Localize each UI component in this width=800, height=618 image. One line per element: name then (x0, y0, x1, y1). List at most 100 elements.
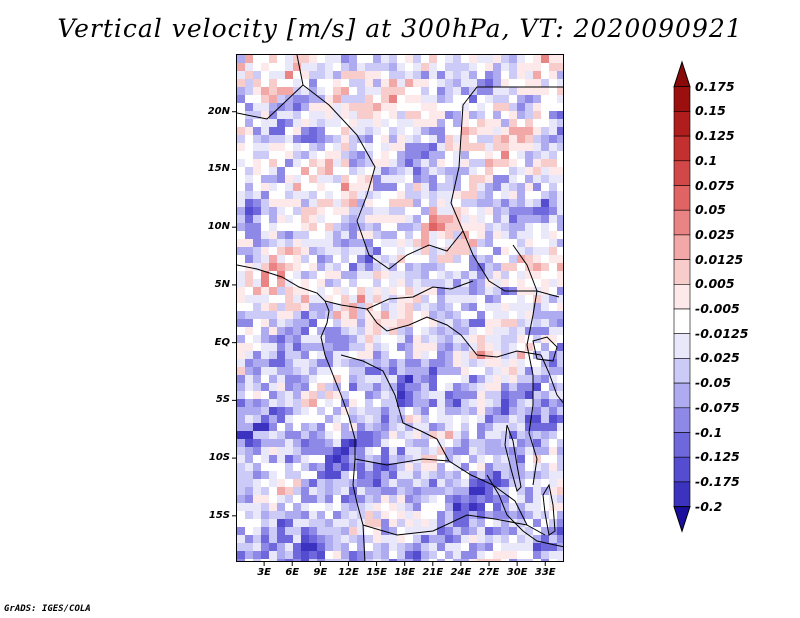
field-cell (357, 431, 366, 440)
field-cell (333, 287, 342, 296)
field-cell (341, 111, 350, 120)
field-cell (461, 463, 470, 472)
field-cell (437, 71, 446, 80)
lat-label: 15N (207, 163, 230, 175)
field-cell (405, 303, 414, 312)
field-cell (557, 167, 563, 176)
field-cell (269, 439, 278, 448)
field-cell (237, 63, 246, 72)
field-cell (325, 87, 334, 96)
field-cell (285, 327, 294, 336)
field-cell (349, 423, 358, 432)
field-cell (253, 159, 262, 168)
field-cell (317, 263, 326, 272)
field-cell (453, 447, 462, 456)
field-cell (365, 503, 374, 512)
field-cell (349, 167, 358, 176)
lat-label: 20N (207, 105, 230, 117)
field-cell (437, 263, 446, 272)
field-cell (285, 71, 294, 80)
field-cell (493, 63, 502, 72)
field-cell (405, 391, 414, 400)
field-cell (253, 183, 262, 192)
field-cell (245, 327, 254, 336)
field-cell (421, 215, 430, 224)
field-cell (277, 495, 286, 504)
field-cell (389, 247, 398, 256)
field-cell (365, 391, 374, 400)
field-cell (437, 391, 446, 400)
field-cell (245, 63, 254, 72)
field-cell (445, 255, 454, 264)
field-cell (397, 247, 406, 256)
border-north-2 (237, 84, 304, 120)
field-cell (261, 559, 270, 561)
field-cell (525, 319, 534, 328)
field-cell (525, 247, 534, 256)
field-cell (309, 111, 318, 120)
field-cell (389, 255, 398, 264)
field-cell (349, 519, 358, 528)
field-cell (365, 247, 374, 256)
field-cell (509, 79, 518, 88)
field-cell (429, 183, 438, 192)
field-cell (501, 199, 510, 208)
field-cell (269, 175, 278, 184)
field-cell (381, 103, 390, 112)
field-cell (397, 327, 406, 336)
field-cell (317, 87, 326, 96)
field-cell (429, 255, 438, 264)
field-cell (453, 431, 462, 440)
field-cell (437, 55, 446, 64)
field-cell (501, 343, 510, 352)
field-cell (277, 95, 286, 104)
field-cell (501, 183, 510, 192)
field-cell (309, 279, 318, 288)
field-cell (549, 127, 558, 136)
field-cell (269, 63, 278, 72)
field-cell (269, 503, 278, 512)
field-cell (245, 135, 254, 144)
field-cell (421, 87, 430, 96)
field-cell (541, 231, 550, 240)
field-cell (533, 447, 542, 456)
field-cell (365, 71, 374, 80)
field-cell (301, 527, 310, 536)
field-cell (365, 239, 374, 248)
field-cell (309, 367, 318, 376)
field-cell (469, 71, 478, 80)
field-cell (333, 543, 342, 552)
field-cell (469, 95, 478, 104)
field-cell (245, 295, 254, 304)
field-cell (389, 463, 398, 472)
field-cell (533, 383, 542, 392)
field-cell (413, 223, 422, 232)
field-cell (557, 295, 563, 304)
field-cell (349, 135, 358, 144)
field-cell (501, 143, 510, 152)
field-cell (469, 295, 478, 304)
field-cell (501, 135, 510, 144)
field-cell (429, 343, 438, 352)
field-cell (533, 503, 542, 512)
field-cell (357, 63, 366, 72)
field-cell (453, 247, 462, 256)
field-cell (453, 519, 462, 528)
field-cell (373, 439, 382, 448)
field-cell (389, 503, 398, 512)
field-cell (253, 383, 262, 392)
field-cell (493, 319, 502, 328)
field-cell (469, 151, 478, 160)
field-cell (269, 223, 278, 232)
field-cell (357, 71, 366, 80)
field-cell (285, 559, 294, 561)
field-cell (525, 335, 534, 344)
field-cell (493, 239, 502, 248)
field-cell (365, 399, 374, 408)
field-cell (317, 119, 326, 128)
field-cell (429, 271, 438, 280)
field-cell (301, 103, 310, 112)
field-cell (253, 327, 262, 336)
field-cell (493, 559, 502, 561)
field-cell (341, 543, 350, 552)
